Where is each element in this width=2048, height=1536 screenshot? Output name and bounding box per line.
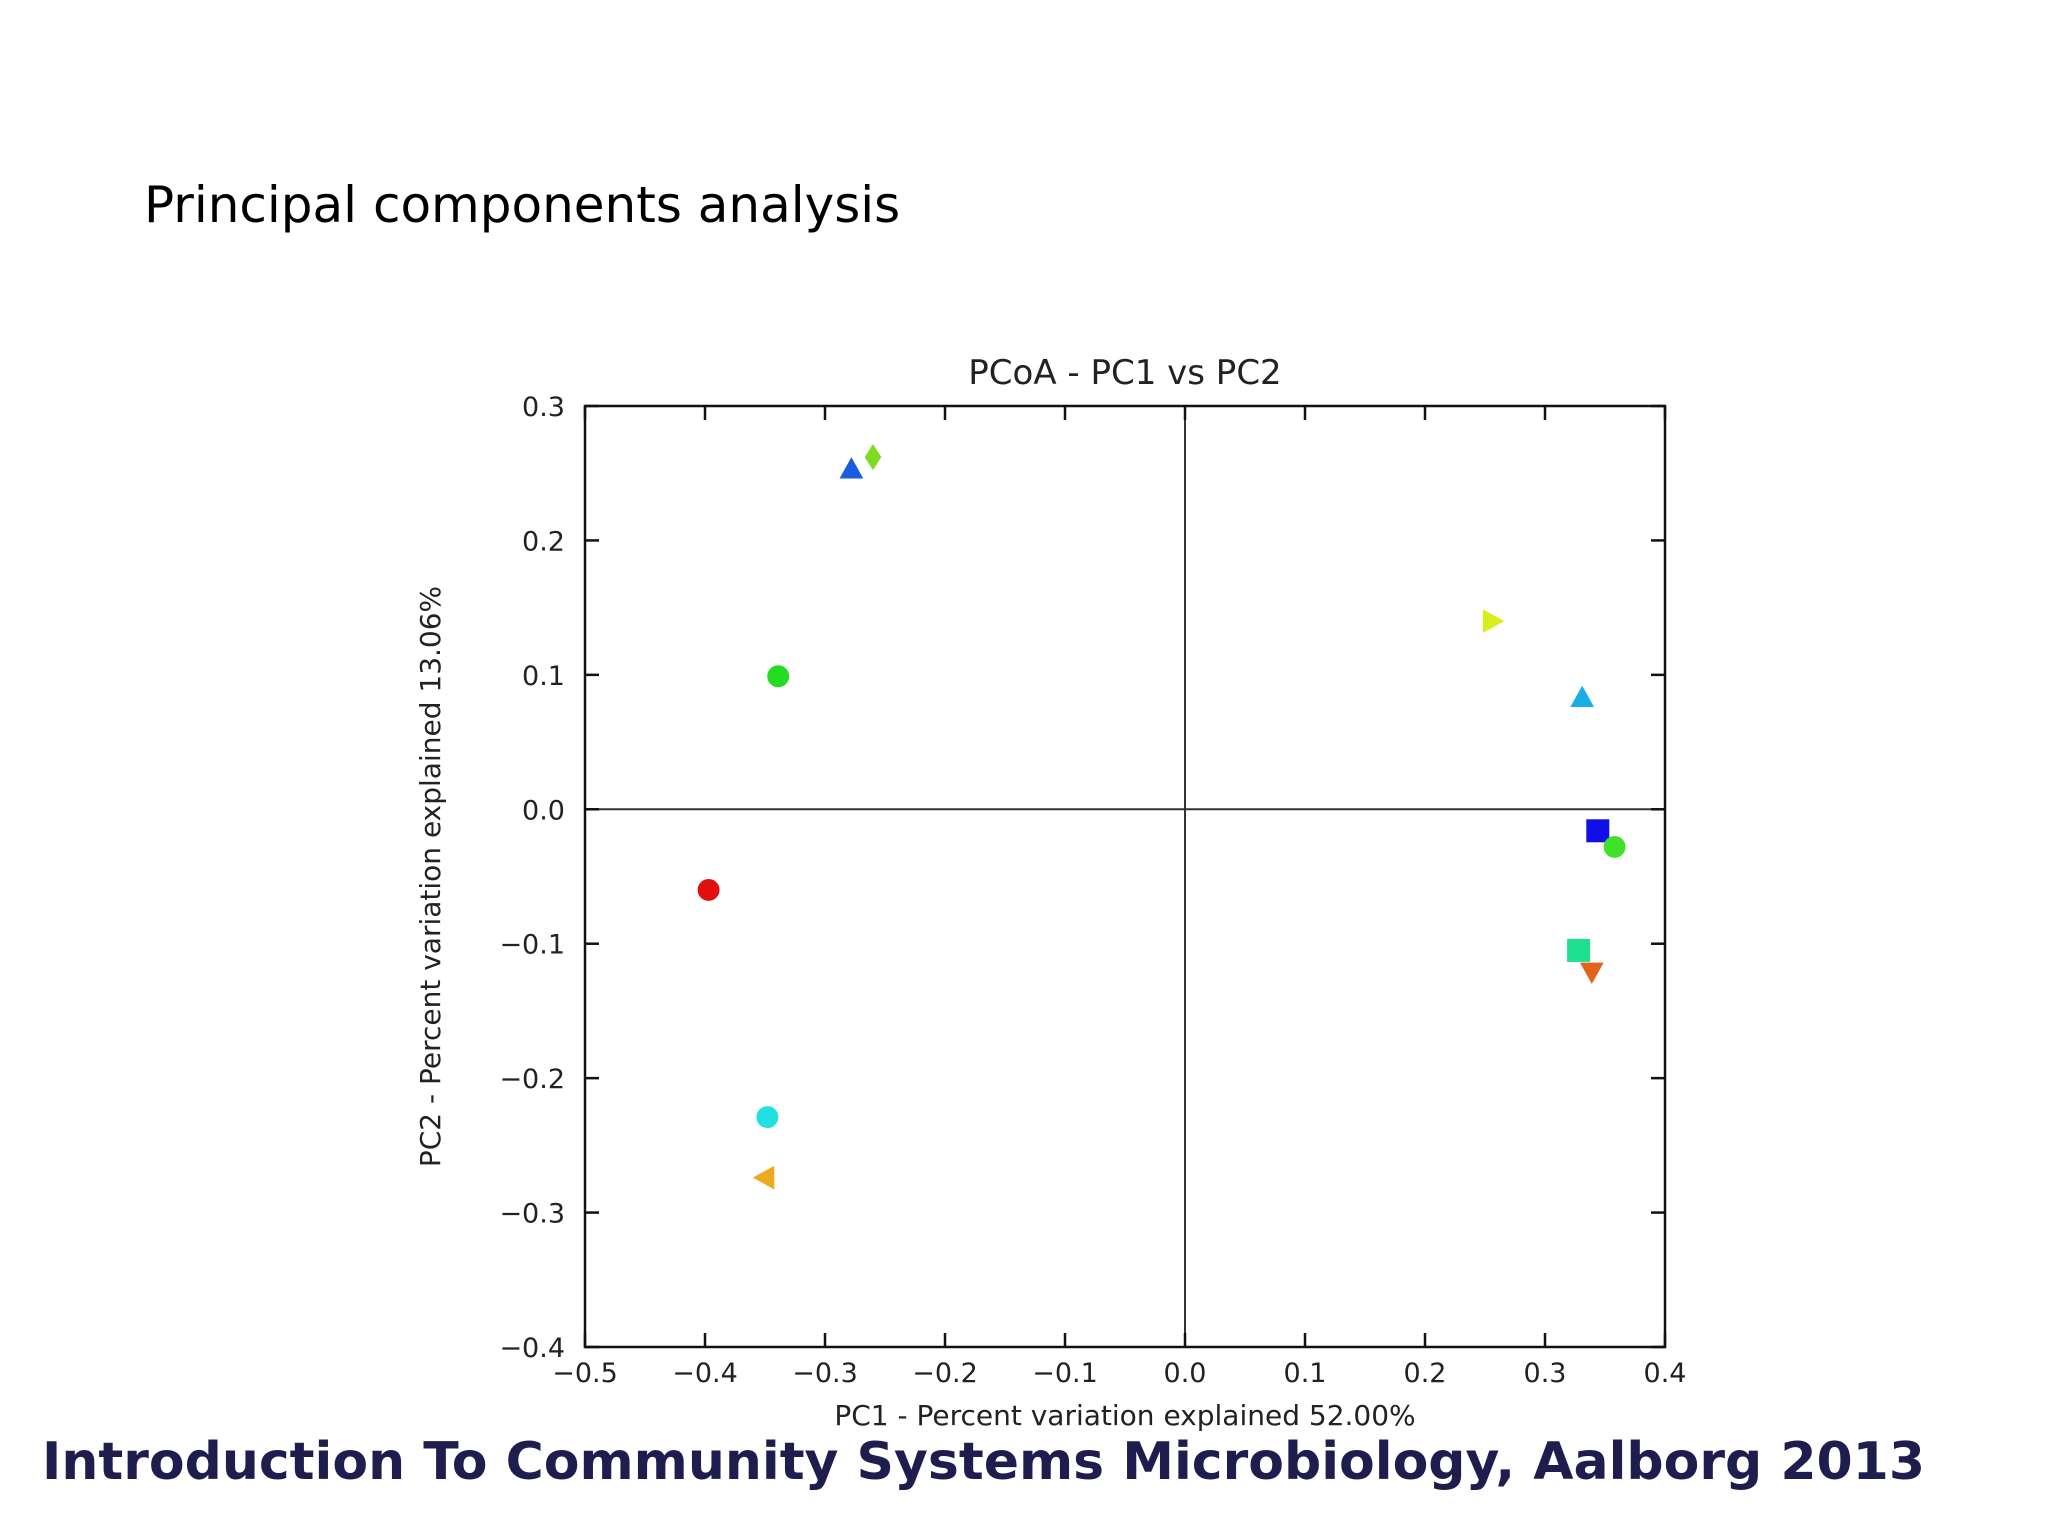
y-tick-label: 0.3 (522, 392, 565, 423)
data-point-hexagon (1603, 835, 1626, 858)
data-point-square (1567, 938, 1591, 962)
x-axis-label: PC1 - Percent variation explained 52.00% (834, 1399, 1415, 1432)
slide-title: Principal components analysis (144, 176, 901, 234)
footer-text: Introduction To Community Systems Microb… (42, 1432, 1926, 1492)
data-point-hexagon (767, 665, 790, 688)
data-point-square (1586, 819, 1610, 843)
data-point-triangle-left (752, 1165, 775, 1190)
ticks: −0.5 −0.4 −0.3 −0.2 −0.1 0.0 0.1 0.2 0.3 0.40.30.… (499, 392, 1686, 1389)
data-point-hexagon (697, 878, 720, 901)
y-tick-label: −0.3 (499, 1199, 565, 1230)
y-axis-label: PC2 - Percent variation explained 13.06% (414, 586, 447, 1167)
x-tick-label: −0.1 (1032, 1358, 1098, 1389)
y-tick-label: 0.0 (522, 795, 565, 826)
zero-lines (585, 406, 1665, 1347)
x-tick-label: −0.5 (552, 1358, 618, 1389)
x-tick-label: −0.2 (912, 1358, 978, 1389)
data-point-diamond (864, 444, 882, 471)
data-point-hexagon (756, 1106, 779, 1129)
plot-frame (583, 404, 1667, 1349)
y-tick-label: 0.1 (522, 661, 565, 692)
x-tick-label: 0.2 (1404, 1358, 1447, 1389)
data-point-triangle-right (1482, 609, 1505, 633)
x-tick-label: −0.4 (672, 1358, 738, 1389)
chart-title: PCoA - PC1 vs PC2 (968, 353, 1281, 393)
x-tick-label: 0.1 (1284, 1358, 1327, 1389)
data-point-triangle-up (839, 457, 864, 479)
x-tick-label: 0.3 (1524, 1358, 1567, 1389)
data-points (697, 444, 1626, 1190)
y-tick-label: −0.4 (499, 1333, 565, 1364)
data-point-triangle-down (1579, 962, 1604, 984)
x-tick-label: −0.3 (792, 1358, 858, 1389)
x-tick-label: 0.0 (1164, 1358, 1207, 1389)
data-point-triangle-up (1570, 685, 1595, 708)
y-tick-label: −0.2 (499, 1064, 565, 1095)
y-tick-label: −0.1 (499, 930, 565, 961)
x-tick-label: 0.4 (1644, 1358, 1687, 1389)
y-tick-label: 0.2 (522, 526, 565, 557)
